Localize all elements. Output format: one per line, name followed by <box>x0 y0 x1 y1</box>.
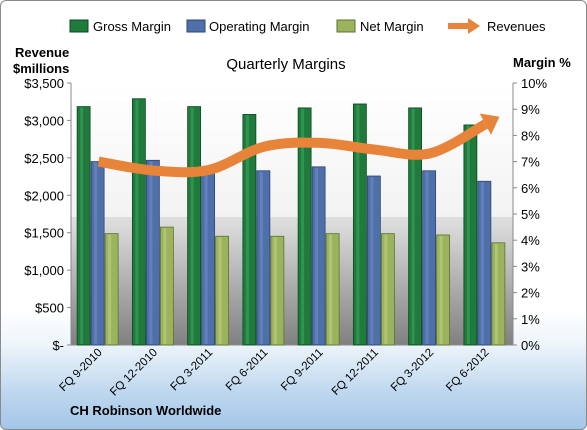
category-labels: FQ 9-2010 FQ 12-2010 FQ 3-2011 FQ 6-2011 FQ … <box>57 347 491 399</box>
company-name: CH Robinson Worldwide <box>70 403 221 418</box>
bar-operating-margin <box>145 159 160 346</box>
legend-swatch-gross-margin <box>69 19 89 33</box>
bar-operating-margin <box>366 175 381 346</box>
bar-highlight-gross-margin <box>356 104 360 345</box>
category-label: FQ 3-2012 <box>389 347 436 394</box>
revenue-arrowhead <box>479 113 500 135</box>
left-tick-label: $2,000 <box>24 188 64 203</box>
left-tick-label: $1,000 <box>24 263 64 278</box>
legend-swatch-operating-margin <box>186 19 206 33</box>
left-tick-labels: $- $500 $1,000 $1,500 $2,000 $2,500 $3,000 $3,5… <box>24 76 71 353</box>
bar-net-margin <box>270 235 285 346</box>
bar-operating-margin <box>477 180 492 346</box>
category-label: FQ 9-2010 <box>57 347 104 394</box>
bar-highlight-operating-margin <box>425 171 429 344</box>
left-axis-title-line2: $millions <box>13 61 69 76</box>
bar-highlight-gross-margin <box>135 99 139 344</box>
bar-net-margin <box>380 233 395 346</box>
right-tick-label: 1% <box>521 312 540 327</box>
bar-highlight-operating-margin <box>149 161 153 344</box>
bar-gross-margin <box>76 106 91 346</box>
bar-highlight-gross-margin <box>80 107 84 344</box>
bar-highlight-operating-margin <box>94 162 98 344</box>
bar-gross-margin <box>352 103 367 346</box>
revenue-line-path <box>97 119 488 178</box>
bar-highlight-net-margin <box>384 234 388 344</box>
bar-highlight-operating-margin <box>259 171 263 344</box>
right-tick-label: 7% <box>521 155 540 170</box>
legend-label-gross-margin: Gross Margin <box>93 19 171 34</box>
bar-highlight-gross-margin <box>411 108 415 344</box>
bar-highlight-net-margin <box>163 228 167 344</box>
bar-gross-margin <box>131 98 146 346</box>
bar-net-margin <box>436 234 451 346</box>
bar-highlight-operating-margin <box>315 167 319 344</box>
bar-highlight-operating-margin <box>204 174 208 344</box>
bar-net-margin <box>104 233 119 346</box>
left-tick-label: $2,500 <box>24 151 64 166</box>
bar-highlight-gross-margin <box>245 115 249 344</box>
category-label: FQ 12-2010 <box>108 347 160 399</box>
right-tick-label: 8% <box>521 128 540 143</box>
bar-net-margin <box>215 235 230 346</box>
bar-highlight-net-margin <box>273 237 277 344</box>
legend-swatch-net-margin <box>336 19 356 33</box>
bar-operating-margin <box>311 166 326 346</box>
left-tick-label: $3,000 <box>24 113 64 128</box>
right-axis-title: Margin % <box>513 55 571 70</box>
bar-gross-margin <box>187 106 202 346</box>
bar-gross-margin <box>408 107 423 346</box>
bar-net-margin <box>491 242 506 346</box>
category-label: FQ 9-2011 <box>279 347 326 394</box>
legend-swatch-revenues <box>448 18 480 34</box>
category-label: FQ 6-2012 <box>444 347 491 394</box>
bar-highlight-net-margin <box>218 237 222 344</box>
right-tick-label: 6% <box>521 181 540 196</box>
bar-gross-margin <box>463 124 478 346</box>
category-label: FQ 12-2011 <box>330 347 381 398</box>
right-tick-label: 0% <box>521 338 540 353</box>
bar-net-margin <box>159 226 174 346</box>
left-tick-label: $- <box>52 338 64 353</box>
legend-label-net-margin: Net Margin <box>360 19 424 34</box>
bar-highlight-net-margin <box>494 243 498 344</box>
left-axis-title-line1: Revenue <box>15 45 69 60</box>
right-tick-label: 2% <box>521 286 540 301</box>
right-tick-labels: 0% 1% 2% 3% 4% 5% 6% 7% 8% 9% 10% <box>513 76 547 353</box>
bar-operating-margin <box>201 172 216 346</box>
bar-highlight-operating-margin <box>480 182 484 344</box>
left-tick-label: $1,500 <box>24 226 64 241</box>
bar-operating-margin <box>90 161 105 346</box>
right-tick-label: 4% <box>521 233 540 248</box>
right-tick-label: 3% <box>521 259 540 274</box>
left-tick-label: $3,500 <box>24 76 64 91</box>
bar-operating-margin <box>256 170 271 346</box>
category-label: FQ 3-2011 <box>168 347 215 394</box>
bar-highlight-gross-margin <box>190 107 194 344</box>
bar-highlight-net-margin <box>329 234 333 344</box>
right-tick-label: 9% <box>521 102 540 117</box>
left-tick-label: $500 <box>35 301 64 316</box>
chart-title: Quarterly Margins <box>226 56 345 73</box>
bar-highlight-net-margin <box>108 234 112 344</box>
category-label: FQ 6-2011 <box>224 347 271 394</box>
bar-operating-margin <box>422 170 437 346</box>
bar-highlight-operating-margin <box>370 177 374 344</box>
legend: Gross Margin Operating Margin Net Margin… <box>69 18 546 34</box>
bar-highlight-net-margin <box>439 235 443 344</box>
bar-series <box>76 98 506 346</box>
legend-label-revenues: Revenues <box>487 19 546 34</box>
bar-highlight-gross-margin <box>466 125 470 344</box>
right-tick-label: 10% <box>521 76 547 91</box>
right-tick-label: 5% <box>521 207 540 222</box>
revenue-line <box>97 113 500 178</box>
bar-highlight-gross-margin <box>301 108 305 344</box>
legend-label-operating-margin: Operating Margin <box>209 19 309 34</box>
bar-net-margin <box>325 233 340 346</box>
